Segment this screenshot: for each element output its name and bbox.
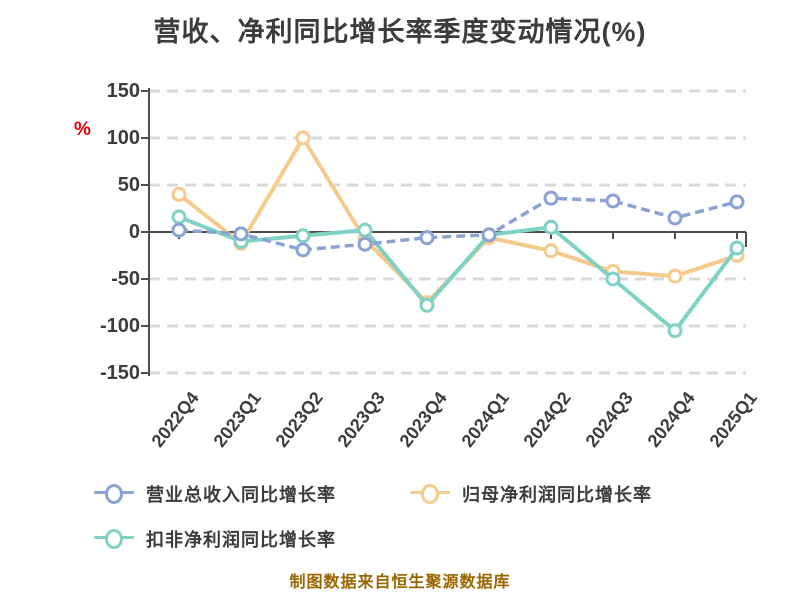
y-axis-unit-label: % — [74, 119, 91, 140]
data-point-marker — [171, 209, 187, 225]
y-tick-label: 0 — [128, 221, 140, 243]
legend-marker-icon — [105, 484, 123, 504]
legend-marker-icon — [105, 529, 123, 549]
series-revenue-growth — [171, 190, 745, 258]
y-tick-label: -100 — [99, 315, 140, 337]
legend-marker-icon — [421, 484, 439, 504]
y-tick-label: -50 — [111, 268, 140, 290]
data-point-marker — [419, 297, 435, 313]
legend-label: 营业总收入同比增长率 — [146, 485, 336, 505]
data-point-marker — [667, 323, 683, 339]
data-source-note: 制图数据来自恒生聚源数据库 — [289, 574, 511, 591]
y-tick-label: 150 — [106, 80, 140, 102]
data-point-marker — [295, 130, 311, 146]
chart-title: 营收、净利同比增长率季度变动情况(%) — [153, 17, 647, 47]
data-point-marker — [543, 219, 559, 235]
y-tick-label: 100 — [106, 127, 140, 149]
data-point-marker — [481, 227, 497, 243]
data-point-marker — [171, 222, 187, 238]
data-point-marker — [171, 186, 187, 202]
series-line — [178, 215, 739, 334]
data-point-marker — [667, 210, 683, 226]
data-point-marker — [543, 190, 559, 206]
y-tick-label: 50 — [117, 174, 140, 196]
data-point-marker — [667, 268, 683, 284]
data-point-marker — [729, 194, 745, 210]
data-point-marker — [605, 193, 621, 209]
data-point-marker — [357, 222, 373, 238]
data-point-marker — [543, 243, 559, 259]
series-line — [178, 196, 738, 252]
data-point-marker — [233, 226, 249, 242]
data-point-marker — [419, 230, 435, 246]
legend-label: 归母净利润同比增长率 — [462, 485, 652, 505]
data-point-marker — [357, 236, 373, 252]
data-point-marker — [605, 271, 621, 287]
y-tick-label: -150 — [99, 362, 140, 384]
legend-label: 扣非净利润同比增长率 — [146, 530, 336, 550]
data-point-marker — [729, 240, 745, 256]
series-net-profit-growth — [171, 130, 745, 310]
data-point-marker — [295, 228, 311, 244]
data-point-marker — [295, 242, 311, 258]
